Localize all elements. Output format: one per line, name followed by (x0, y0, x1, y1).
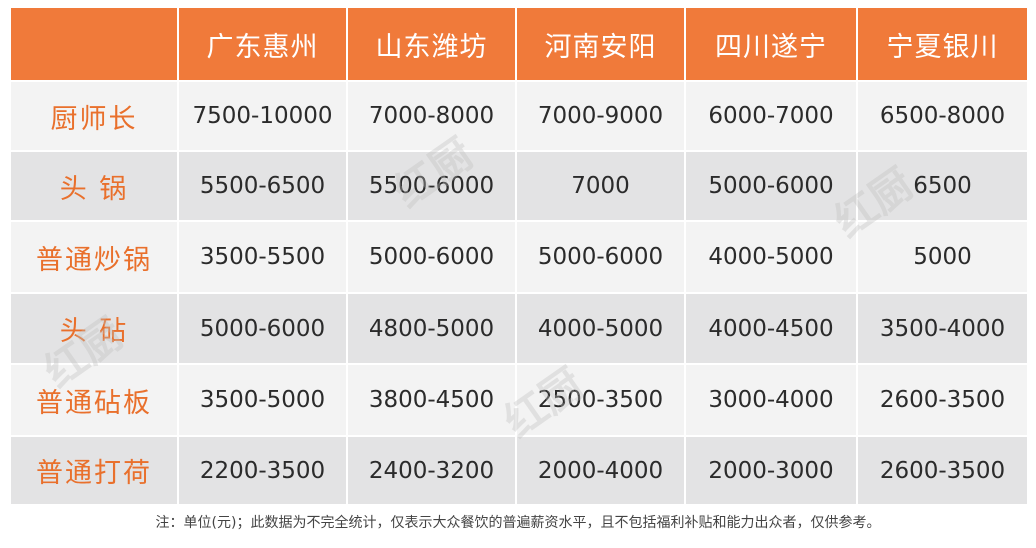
table-cell: 4000-5000 (517, 294, 684, 363)
table-cell: 6500-8000 (858, 82, 1027, 150)
header-col-sichuan-suining: 四川遂宁 (686, 8, 856, 80)
table-cell: 2600-3500 (858, 437, 1027, 504)
salary-table: 广东惠州 山东潍坊 河南安阳 四川遂宁 宁夏银川 厨师长 7500-10000 … (11, 8, 1027, 504)
table-cell: 4000-4500 (686, 294, 856, 363)
table-cell: 7000-8000 (348, 82, 515, 150)
table-cell: 2000-3000 (686, 437, 856, 504)
header-col-henan-anyang: 河南安阳 (517, 8, 684, 80)
row-label-head-chef: 厨师长 (11, 82, 177, 150)
row-label-head-wok: 头 锅 (11, 152, 177, 220)
table-cell: 3500-5000 (179, 365, 346, 435)
footnote: 注：单位(元)；此数据为不完全统计，仅表示大众餐饮的普遍薪资水平，且不包括福利补… (155, 515, 881, 531)
table-cell: 3500-4000 (858, 294, 1027, 363)
row-label-head-cutter: 头 砧 (11, 294, 177, 363)
table-cell: 2400-3200 (348, 437, 515, 504)
table-cell: 2200-3500 (179, 437, 346, 504)
row-label-cutter: 普通砧板 (11, 365, 177, 435)
table-cell: 2600-3500 (858, 365, 1027, 435)
table-cell: 5000-6000 (517, 222, 684, 292)
table-cell: 5500-6000 (348, 152, 515, 220)
table-cell: 5000-6000 (179, 294, 346, 363)
table-cell: 7000 (517, 152, 684, 220)
row-label-wok-cook: 普通炒锅 (11, 222, 177, 292)
table-cell: 7500-10000 (179, 82, 346, 150)
table-cell: 3500-5500 (179, 222, 346, 292)
table-cell: 5500-6500 (179, 152, 346, 220)
header-col-shandong-weifang: 山东潍坊 (348, 8, 515, 80)
table-cell: 7000-9000 (517, 82, 684, 150)
table-cell: 4000-5000 (686, 222, 856, 292)
header-col-guangdong-huizhou: 广东惠州 (179, 8, 346, 80)
table-cell: 5000 (858, 222, 1027, 292)
table-cell: 2000-4000 (517, 437, 684, 504)
header-corner (11, 8, 177, 80)
table-cell: 3000-4000 (686, 365, 856, 435)
row-label-kitchen-helper: 普通打荷 (11, 437, 177, 504)
table-cell: 6500 (858, 152, 1027, 220)
table-cell: 3800-4500 (348, 365, 515, 435)
table-cell: 5000-6000 (686, 152, 856, 220)
table-cell: 4800-5000 (348, 294, 515, 363)
header-col-ningxia-yinchuan: 宁夏银川 (858, 8, 1027, 80)
table-cell: 6000-7000 (686, 82, 856, 150)
table-cell: 5000-6000 (348, 222, 515, 292)
table-cell: 2500-3500 (517, 365, 684, 435)
